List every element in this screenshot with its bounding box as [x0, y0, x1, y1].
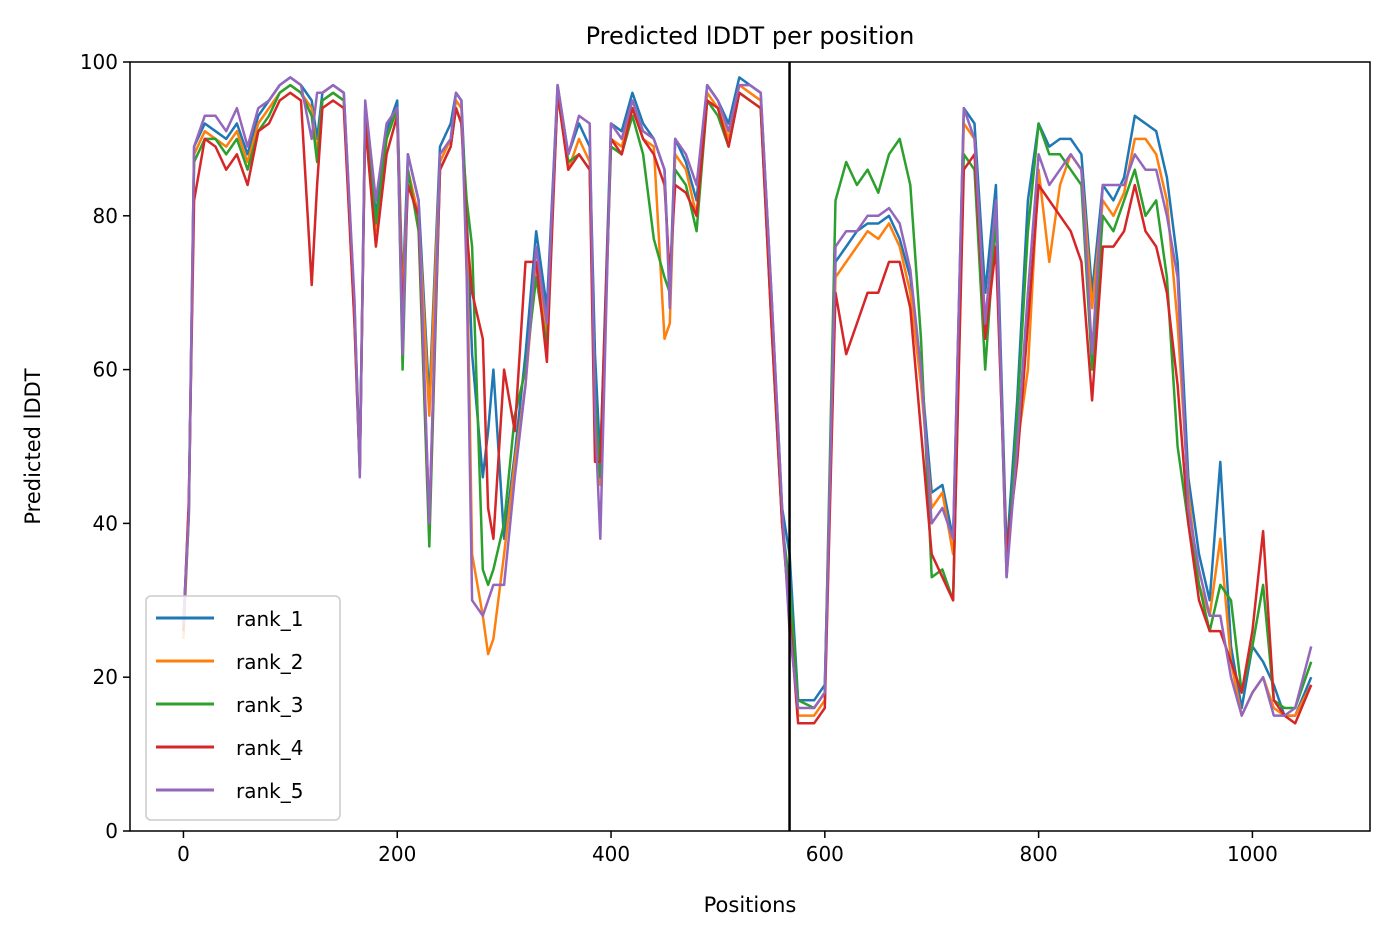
x-tick-label: 0	[177, 842, 190, 866]
legend-label-rank_3: rank_3	[236, 693, 303, 717]
x-tick-label: 400	[592, 842, 630, 866]
y-axis-label: Predicted lDDT	[21, 368, 45, 524]
plot-area-frame	[129, 61, 1371, 832]
y-tick-label: 20	[93, 665, 118, 689]
legend-box	[145, 595, 341, 821]
legend[interactable]: rank_1 rank_2 rank_3 rank_4 rank_5	[145, 595, 341, 821]
x-tick-label: 1000	[1227, 842, 1278, 866]
series-line-rank_5	[182, 76, 1313, 717]
y-tick-label: 60	[93, 358, 118, 382]
x-tick-label: 600	[806, 842, 844, 866]
legend-label-rank_5: rank_5	[236, 779, 303, 803]
x-tick-label: 200	[378, 842, 416, 866]
axis-ticks: 0 200 400 600 800 1000 0 20 40 60 80 100	[80, 50, 1278, 866]
y-tick-label: 0	[105, 819, 118, 843]
y-tick-label: 100	[80, 50, 118, 74]
y-tick-label: 40	[93, 511, 118, 535]
chart-title: Predicted lDDT per position	[586, 22, 915, 50]
legend-label-rank_4: rank_4	[236, 736, 303, 760]
x-axis-label: Positions	[704, 893, 797, 917]
legend-label-rank_2: rank_2	[236, 650, 303, 674]
series-group	[182, 76, 1313, 725]
legend-label-rank_1: rank_1	[236, 607, 303, 631]
y-tick-label: 80	[93, 204, 118, 228]
x-tick-label: 800	[1020, 842, 1058, 866]
